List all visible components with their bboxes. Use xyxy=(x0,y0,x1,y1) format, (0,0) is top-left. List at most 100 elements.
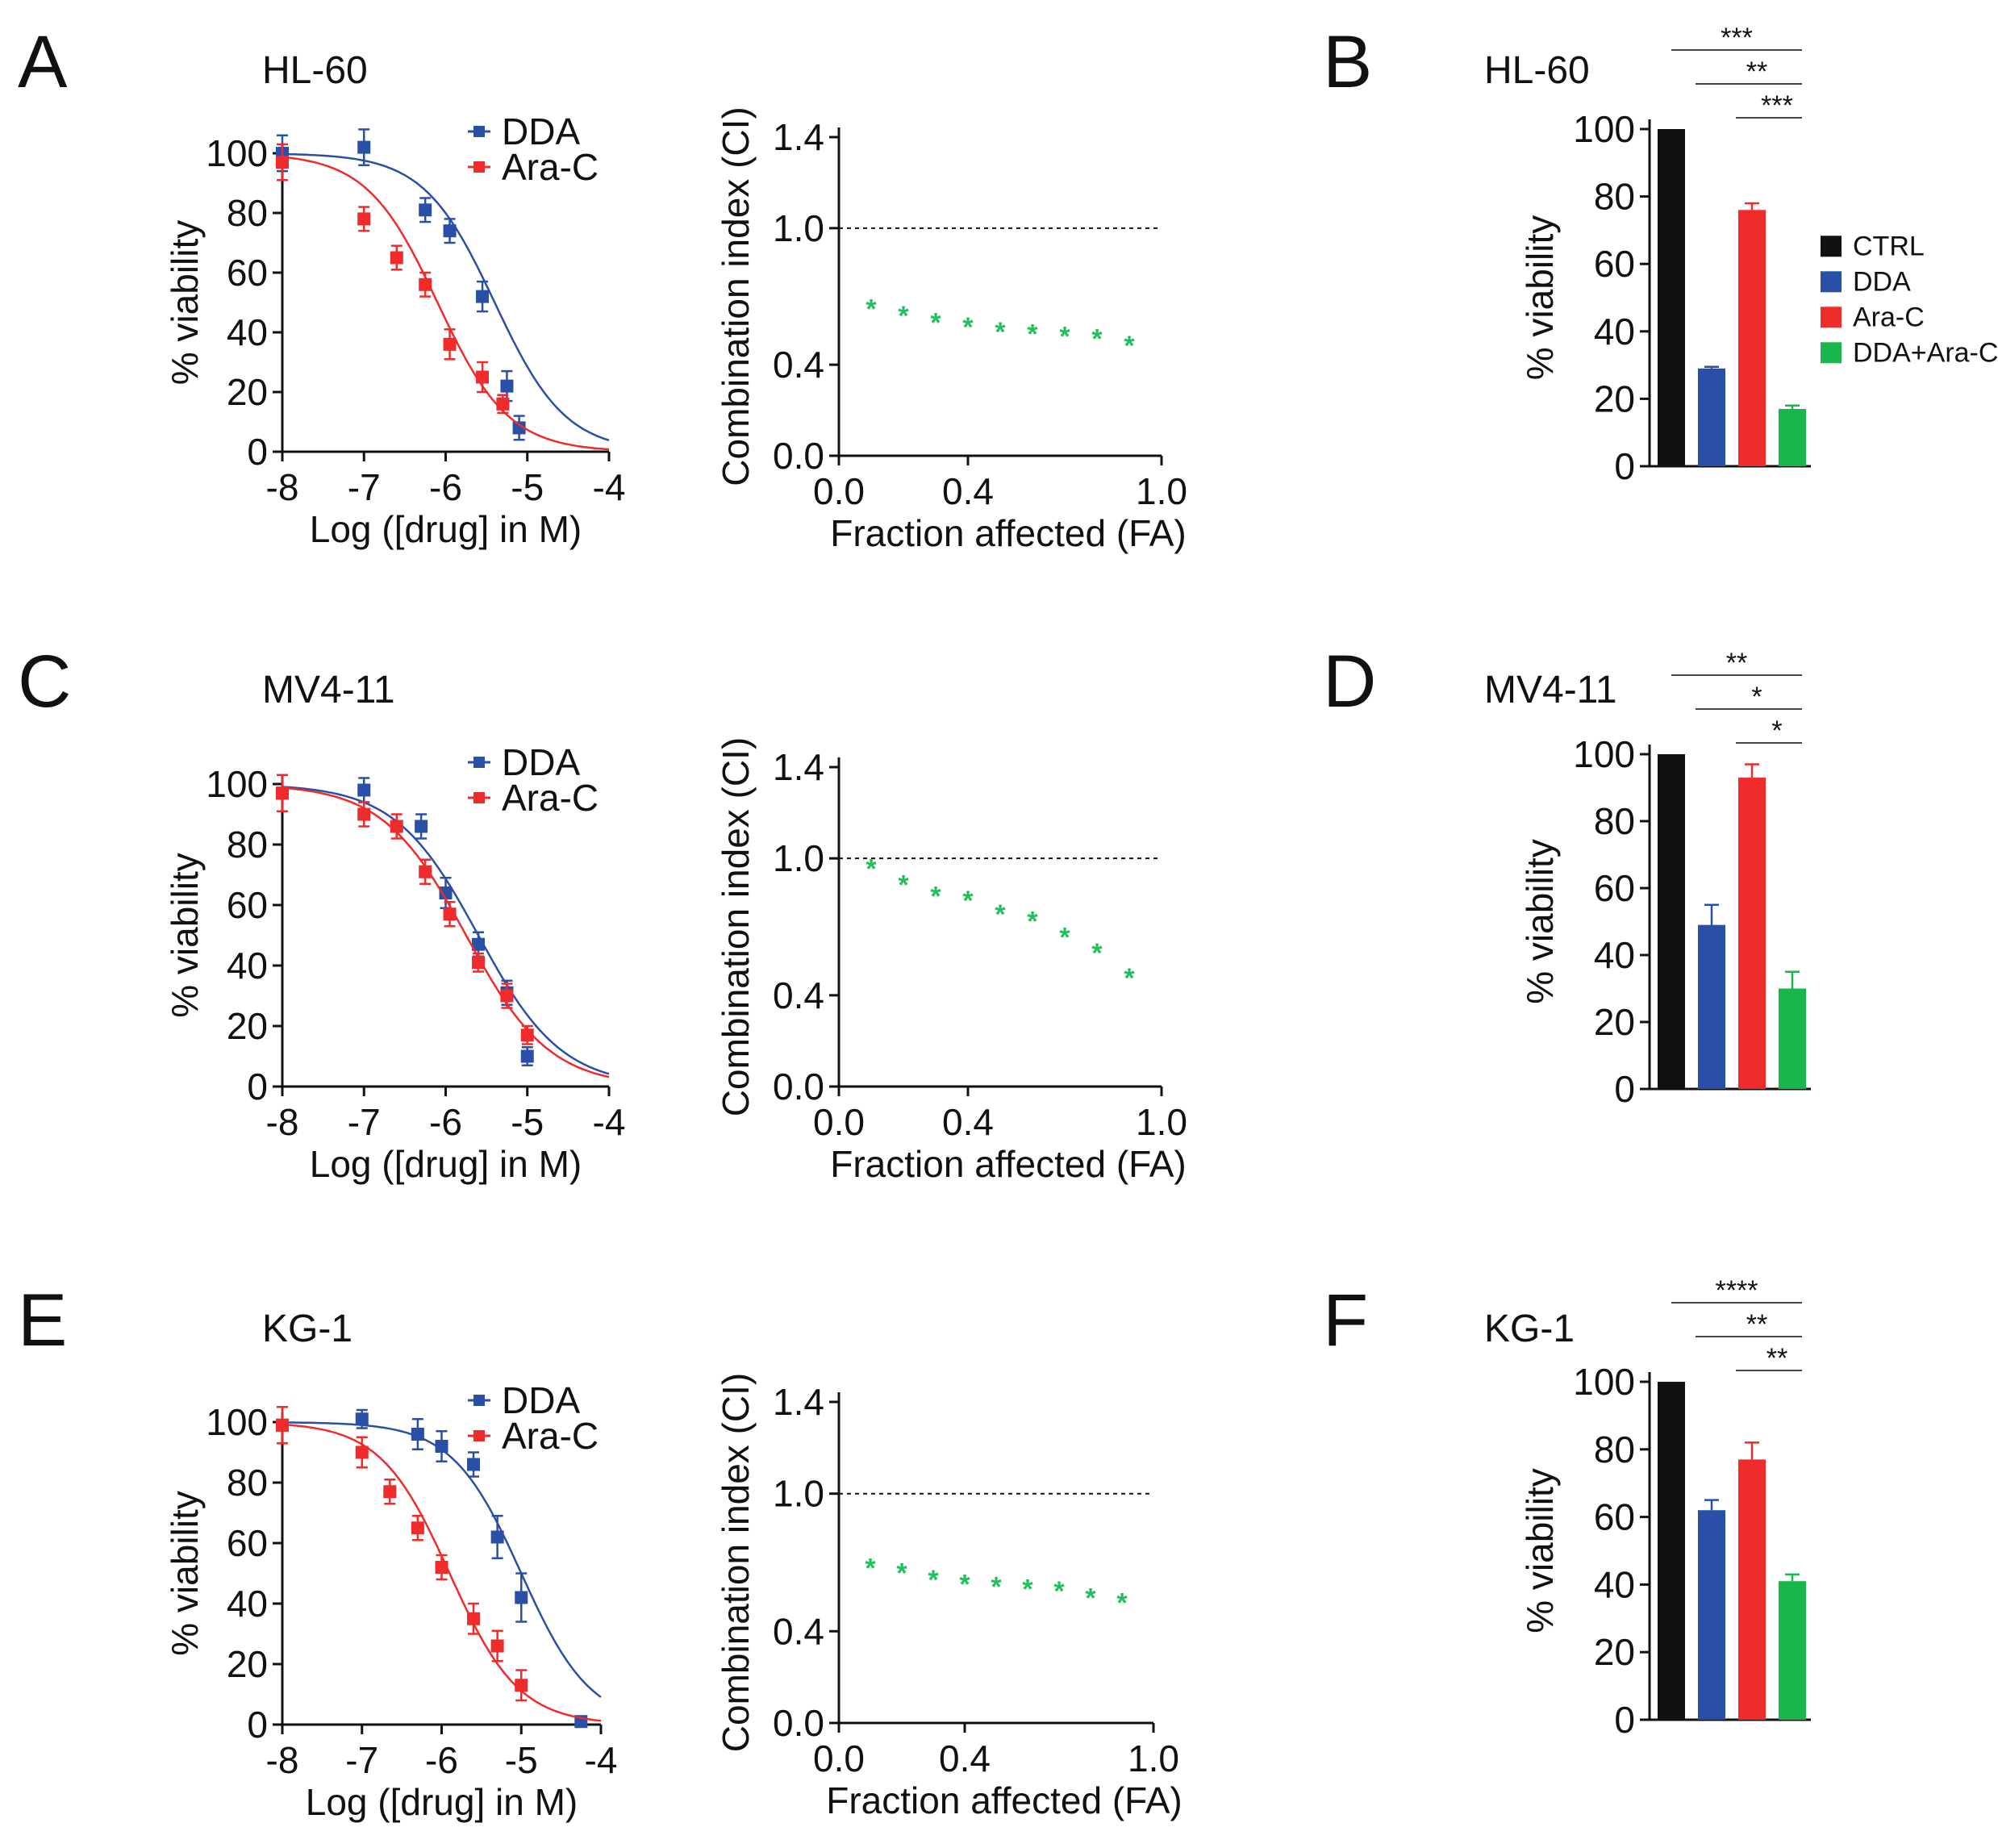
y-tick-label: 80 xyxy=(1594,800,1635,842)
dose-response-chart-a: 0 20 40 60 80 100 -8 -7 -6 -5 -4 Log ([drug] in M)%… xyxy=(164,111,625,550)
data-point-dda xyxy=(500,379,514,393)
y-tick-label: 60 xyxy=(1594,1496,1635,1538)
y-tick-label: 0 xyxy=(247,431,268,473)
fit-curve-ara-c xyxy=(282,156,610,451)
y-tick-label: 40 xyxy=(227,945,268,987)
data-point-dda xyxy=(520,1049,534,1063)
x-tick-label: 0.0 xyxy=(813,1737,865,1779)
legend-marker-ara-c xyxy=(473,792,485,803)
data-point-ara-c xyxy=(390,251,403,265)
bar-ara-c xyxy=(1738,778,1766,1089)
ci-point: * xyxy=(1085,1583,1096,1614)
y-axis-title: Combination index (CI) xyxy=(715,737,757,1116)
significance-label: ** xyxy=(1746,1309,1767,1340)
significance-label: * xyxy=(1771,715,1782,746)
ci-point: * xyxy=(991,1571,1002,1602)
panel-letter-f: F xyxy=(1323,1279,1368,1362)
y-tick-label: 0.0 xyxy=(773,435,824,477)
bar-dda-ara-c xyxy=(1779,408,1806,466)
y-tick-label: 80 xyxy=(227,1462,268,1504)
x-tick-label: 0.4 xyxy=(939,1737,991,1779)
y-axis-title: % viability xyxy=(1519,839,1561,1004)
x-tick-label: -8 xyxy=(266,1101,299,1143)
ci-point: * xyxy=(1027,907,1038,937)
y-axis-title: % viability xyxy=(164,853,206,1018)
y-tick-label: 0.4 xyxy=(773,974,824,1016)
y-tick-label: 0.0 xyxy=(773,1702,824,1744)
bar-dda-ara-c xyxy=(1779,1581,1806,1720)
x-tick-label: -4 xyxy=(593,466,626,508)
data-point-ara-c xyxy=(419,865,432,878)
y-tick-label: 80 xyxy=(1594,1429,1635,1470)
y-tick-label: 100 xyxy=(206,1401,268,1443)
x-tick-label: 0.4 xyxy=(942,470,994,512)
panel-letter-c: C xyxy=(18,640,71,723)
ci-point: * xyxy=(930,881,941,911)
data-point-dda xyxy=(357,783,371,797)
ci-point: * xyxy=(896,1558,907,1588)
ci-point: * xyxy=(962,886,974,916)
data-point-ara-c xyxy=(472,956,485,970)
x-tick-label: 0.4 xyxy=(942,1101,994,1143)
y-tick-label: 0.4 xyxy=(773,1610,824,1652)
significance-label: ** xyxy=(1766,1343,1787,1374)
x-tick-label: -5 xyxy=(511,466,544,508)
bar-ctrl xyxy=(1658,1382,1685,1720)
x-tick-label: -6 xyxy=(425,1739,458,1781)
bar-dda xyxy=(1698,1510,1725,1720)
panel-letter-e: E xyxy=(18,1279,67,1362)
y-tick-label: 0.4 xyxy=(773,344,824,386)
legend-marker-dda xyxy=(473,757,485,768)
y-tick-label: 40 xyxy=(1594,1563,1635,1605)
data-point-dda xyxy=(355,1412,369,1426)
legend-label-dda: DDA xyxy=(502,1379,580,1421)
y-tick-label: 60 xyxy=(1594,243,1635,285)
x-tick-label: -4 xyxy=(593,1101,626,1143)
data-point-ara-c xyxy=(411,1521,424,1535)
data-point-ara-c xyxy=(443,907,457,921)
significance-label: ** xyxy=(1726,648,1747,678)
panel-letter-a: A xyxy=(18,21,68,103)
y-axis-title: % viability xyxy=(1519,215,1561,381)
data-point-ara-c xyxy=(467,1612,480,1625)
y-tick-label: 0 xyxy=(1614,1068,1635,1110)
bar-ctrl xyxy=(1658,754,1685,1089)
bar-dda xyxy=(1698,368,1725,466)
y-axis-title: % viability xyxy=(1519,1468,1561,1633)
data-point-ara-c xyxy=(276,156,289,169)
x-tick-label: 1.0 xyxy=(1128,1737,1179,1779)
significance-label: *** xyxy=(1761,90,1793,121)
legend-label-ara-c: Ara-C xyxy=(1853,302,1925,332)
y-tick-label: 60 xyxy=(227,884,268,926)
x-tick-label: 1.0 xyxy=(1136,1101,1187,1143)
x-tick-label: -7 xyxy=(348,1101,381,1143)
ci-point: * xyxy=(866,853,877,884)
y-tick-label: 20 xyxy=(1594,1001,1635,1043)
x-tick-label: -7 xyxy=(345,1739,378,1781)
y-tick-label: 1.4 xyxy=(773,1381,824,1423)
y-tick-label: 80 xyxy=(227,192,268,234)
data-point-ara-c xyxy=(419,277,432,291)
legend-label-ara-c: Ara-C xyxy=(502,1415,599,1457)
ci-point: * xyxy=(1053,1576,1065,1607)
y-tick-label: 60 xyxy=(1594,867,1635,909)
y-tick-label: 60 xyxy=(227,252,268,294)
data-point-dda xyxy=(415,820,428,833)
x-axis-title: Log ([drug] in M) xyxy=(306,1781,578,1823)
x-tick-label: -5 xyxy=(505,1739,538,1781)
data-point-ara-c xyxy=(496,397,510,411)
data-point-ara-c xyxy=(276,1418,289,1432)
ci-point: * xyxy=(930,308,941,339)
data-point-dda xyxy=(435,1440,448,1453)
y-tick-label: 40 xyxy=(227,311,268,353)
ci-point: * xyxy=(1091,938,1103,969)
ci-point: * xyxy=(1124,963,1135,994)
legend-marker-ara-c xyxy=(473,161,485,173)
legend-label-ara-c: Ara-C xyxy=(502,777,599,819)
legend-label-ctrl: CTRL xyxy=(1853,231,1925,261)
x-tick-label: -7 xyxy=(348,466,381,508)
x-tick-label: -8 xyxy=(266,466,299,508)
significance-label: **** xyxy=(1716,1275,1758,1306)
